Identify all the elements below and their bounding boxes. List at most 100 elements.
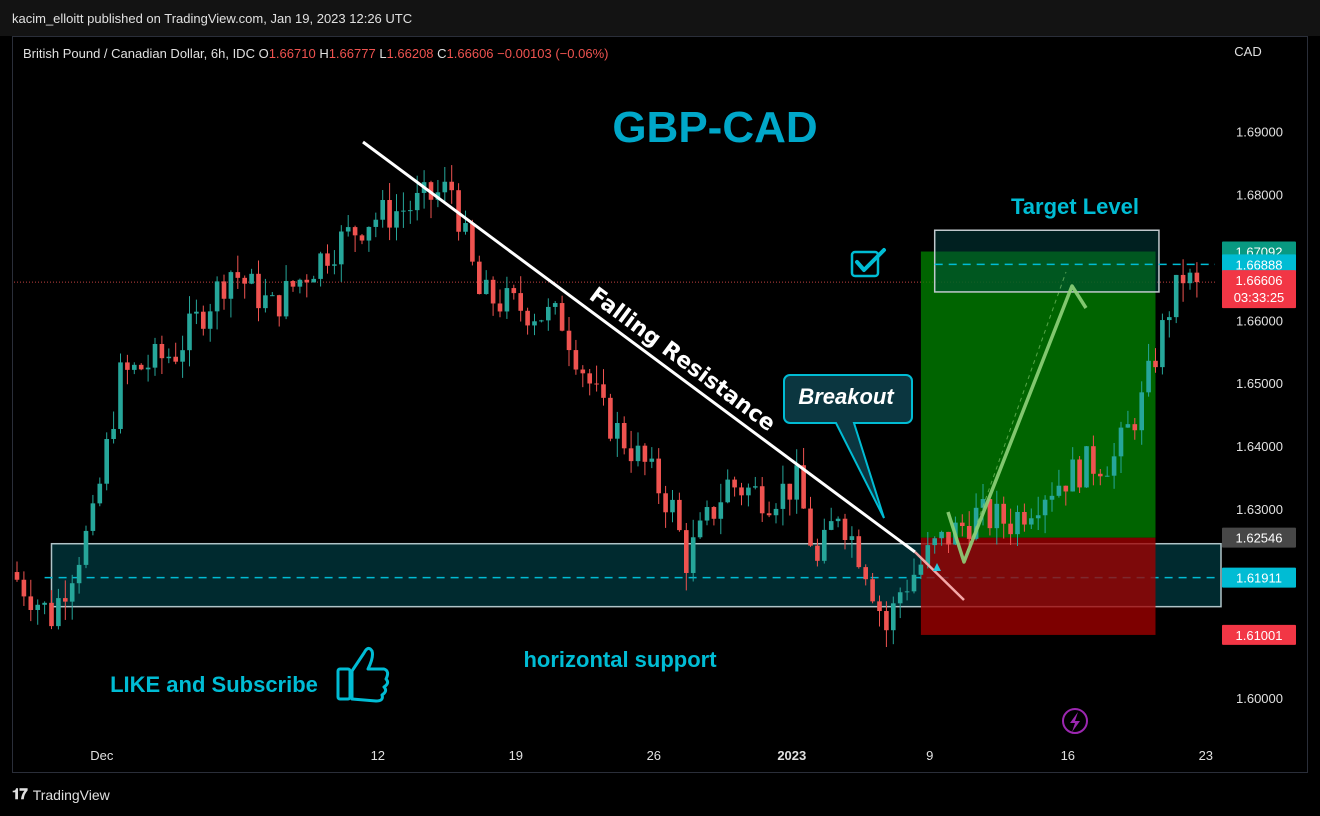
candle-body	[808, 508, 813, 546]
legend-part: British Pound / Canadian Dollar, 6h, IDC	[23, 46, 259, 61]
candle-body	[1015, 511, 1020, 535]
candle-body	[856, 536, 862, 568]
candle-body	[690, 537, 696, 573]
candle-body	[897, 592, 903, 604]
candle-body	[325, 253, 330, 266]
candle-body	[470, 223, 475, 262]
candle-body	[787, 483, 793, 500]
candle-body	[97, 483, 103, 504]
candle-body	[21, 579, 27, 597]
candle-body	[463, 223, 468, 232]
candle-body	[766, 513, 772, 516]
candle-body	[173, 356, 178, 362]
price-tag-countdown: 03:33:25	[1234, 290, 1285, 305]
candle-body	[1029, 518, 1034, 525]
price-tag-label: 1.66606	[1236, 273, 1283, 288]
candle-body	[863, 567, 868, 580]
chart-title: GBP-CAD	[612, 103, 817, 152]
candle-body	[663, 493, 668, 513]
legend-part: 1.66710	[269, 46, 320, 61]
candle-body	[704, 507, 710, 521]
candle-body	[1056, 485, 1062, 496]
candle-body	[256, 273, 261, 309]
candle-body	[394, 211, 399, 228]
candle-body	[1008, 523, 1013, 535]
candle-body	[670, 499, 675, 513]
candle-body	[290, 281, 296, 287]
x-tick-label: 16	[1061, 748, 1075, 763]
candle-body	[780, 483, 786, 509]
price-tag-label: 1.66888	[1236, 257, 1283, 272]
candle-body	[946, 531, 951, 545]
candle-body	[684, 530, 689, 573]
candle-body	[1111, 456, 1117, 476]
candle-body	[601, 384, 606, 398]
candle-body	[304, 279, 310, 283]
x-tick-label: 26	[647, 748, 661, 763]
candle-body	[725, 479, 730, 503]
brand-name: TradingView	[32, 786, 110, 803]
candle-body	[615, 423, 620, 439]
candle-body	[35, 604, 40, 610]
candle-body	[1042, 499, 1048, 516]
x-tick-label: 2023	[777, 748, 806, 763]
candle-body	[980, 499, 986, 508]
candle-body	[194, 311, 199, 314]
price-tag-bg	[1222, 527, 1296, 548]
candle-body	[911, 574, 917, 592]
candle-body	[849, 536, 855, 541]
candle-body	[904, 591, 910, 593]
candle-body	[842, 518, 848, 541]
candle-body	[504, 288, 510, 312]
candle-body	[490, 279, 496, 304]
candle-body	[987, 499, 993, 529]
x-tick-label: 9	[926, 748, 933, 763]
symbol-legend: British Pound / Canadian Dollar, 6h, IDC…	[23, 46, 608, 61]
candle-body	[311, 278, 316, 283]
y-tick-label: 1.65000	[1236, 376, 1283, 391]
candle-body	[746, 487, 751, 496]
candle-body	[539, 320, 544, 322]
candle-body	[552, 303, 558, 307]
candle-body	[1132, 424, 1138, 431]
candle-body	[332, 264, 337, 266]
candle-body	[1084, 446, 1089, 488]
legend-part: 1.66606	[447, 46, 498, 61]
candle-body	[1153, 360, 1158, 368]
candle-body	[884, 611, 889, 631]
candle-body	[63, 598, 68, 602]
candle-body	[366, 226, 372, 241]
candle-body	[1125, 424, 1131, 428]
candle-body	[345, 227, 351, 232]
candle-body	[166, 356, 172, 359]
thumb-hand	[350, 646, 390, 703]
breakout-callout	[783, 374, 913, 519]
candle-body	[83, 530, 89, 565]
candle-body	[132, 364, 137, 370]
top-bar: kacim_elloitt published on TradingView.c…	[0, 0, 1320, 36]
y-tick-label: 1.68000	[1236, 187, 1283, 202]
candle-body	[718, 502, 724, 519]
candle-body	[546, 306, 551, 321]
candle-body	[732, 479, 737, 488]
thumb-cuff	[336, 667, 352, 701]
candle-body	[635, 445, 641, 462]
x-tick-label: 19	[509, 748, 523, 763]
candle-body	[214, 281, 220, 312]
legend-part: 1.66208	[387, 46, 438, 61]
candle-body	[249, 273, 254, 284]
candle-body	[939, 531, 944, 539]
candle-body	[69, 583, 75, 602]
candle-body	[221, 281, 227, 299]
candle-body	[835, 518, 841, 522]
publisher-info: kacim_elloitt published on TradingView.c…	[12, 11, 413, 26]
thumbs-up-icon	[336, 646, 390, 703]
candle-body	[152, 343, 158, 368]
falling-resistance-line	[362, 140, 916, 554]
candle-body	[414, 192, 420, 211]
candle-body	[387, 200, 392, 228]
candle-body	[697, 520, 703, 538]
candle-body	[276, 295, 282, 317]
candle-body	[739, 487, 744, 496]
